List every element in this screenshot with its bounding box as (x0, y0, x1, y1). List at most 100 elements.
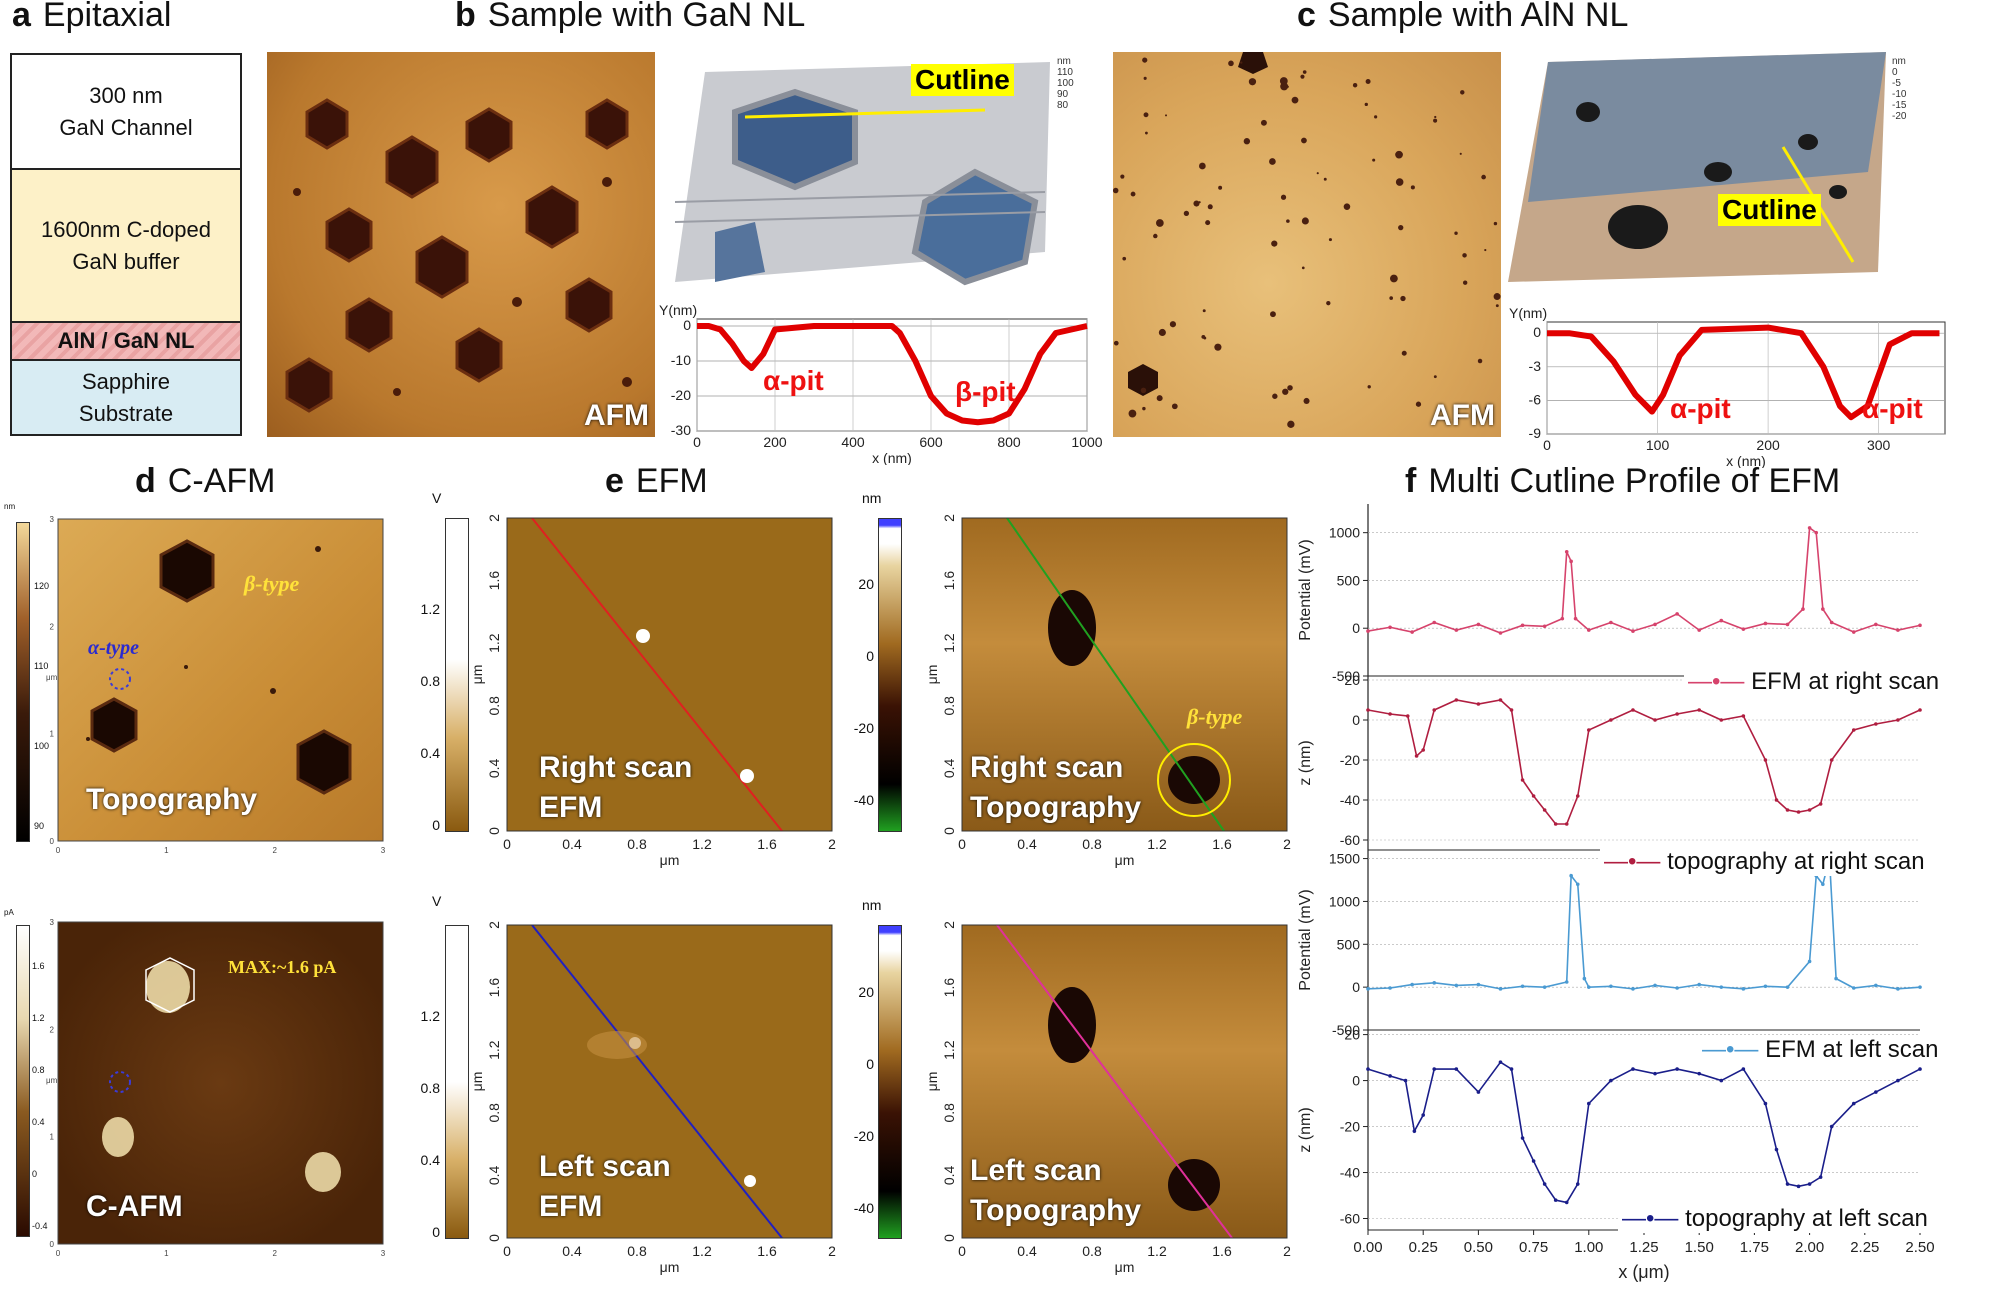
series-point (1829, 758, 1834, 762)
y-tick-label: 0 (1352, 1073, 1360, 1089)
pit-dot (1300, 74, 1305, 79)
axis-frame (506, 924, 833, 1239)
colorbar-d-bot-unit: pA (4, 908, 14, 917)
x-tick-label: 0.50 (1464, 1239, 1493, 1256)
x-tick-label: 0.00 (1353, 1239, 1382, 1256)
y-tick-label: 0 (1533, 324, 1541, 340)
series-point (1631, 987, 1635, 991)
pit-dot (1142, 57, 1148, 63)
series-point (1763, 984, 1768, 989)
series-point (1587, 728, 1591, 732)
y-tick-label: 2 (486, 921, 502, 929)
y-tick-label: 0 (486, 827, 502, 835)
legend-f2: —•— topography at right scan (1600, 848, 1929, 876)
series-point (1896, 718, 1900, 722)
pit-dot (1198, 201, 1201, 204)
pit-dot (1205, 220, 1211, 226)
colorbar-d-bot-ticks: 1.6 1.2 0.8 0.4 0 -0.4 (32, 961, 48, 1231)
series-point (1414, 754, 1419, 758)
x-tick-label: 2.00 (1795, 1239, 1824, 1256)
pit-dot (1343, 203, 1351, 210)
right-scan-efm-label: Right scan EFM (539, 751, 693, 824)
topo-right-image: β-type Right scan Topography (962, 518, 1287, 831)
afm-3d-aln: Cutline (1508, 52, 1886, 292)
series-point (1609, 620, 1613, 625)
y-tick-label: -9 (1529, 425, 1542, 441)
pit-dot (1143, 76, 1147, 80)
afm-3d-aln-surface (1508, 52, 1886, 282)
layer-stack: 300 nm GaN Channel 1600nm C-doped GaN bu… (10, 53, 242, 436)
pit-dot (1248, 78, 1257, 86)
series-point (1542, 1182, 1547, 1186)
y-tick-label: 0.4 (486, 1165, 502, 1185)
x-tick-label: 200 (1756, 437, 1780, 453)
y-tick-label: -10 (671, 352, 691, 368)
series-point (1531, 1159, 1536, 1163)
pit-dot (1128, 409, 1137, 418)
y-axis-unit: μm (925, 665, 940, 685)
layer-nl: AlN / GaN NL (12, 323, 240, 361)
legend-f4: —•— topography at left scan (1618, 1205, 1932, 1233)
series-point (1719, 618, 1724, 623)
pit-dot (1395, 150, 1403, 159)
series-point (1807, 959, 1812, 964)
series-point (1763, 1101, 1768, 1106)
colorbar-e-v1 (445, 518, 469, 832)
series-line (1367, 858, 1921, 990)
x-tick-label: 2 (828, 836, 836, 852)
series-point (1796, 1184, 1801, 1189)
series-point (1818, 802, 1823, 806)
series-point (1796, 810, 1801, 814)
x-tick-label: 0.75 (1519, 1239, 1548, 1256)
series-point (1675, 612, 1679, 616)
y-axis-label: z (nm) (1297, 1107, 1314, 1152)
series-point (1741, 987, 1746, 991)
pit-dot (1493, 221, 1498, 226)
series-point (1818, 1175, 1823, 1179)
pit-dot (1433, 375, 1437, 379)
series-point (1405, 714, 1410, 718)
pit-dot (1484, 248, 1487, 252)
y-axis-label: Potential (mV) (1297, 539, 1314, 640)
pit-dot (1287, 420, 1295, 428)
cafm-top-axes: 00112233μmμm (46, 515, 386, 855)
alpha-pit-label-b: α-pit (763, 365, 824, 396)
topography-label-d: Topography (86, 783, 258, 816)
x-tick-label: 1 (164, 1249, 169, 1258)
y-tick-label: -3 (1529, 358, 1542, 374)
pit-dot (1462, 280, 1468, 285)
series-point (1675, 986, 1679, 990)
series-point (1421, 1113, 1425, 1117)
y-tick-label: 500 (1337, 572, 1361, 588)
panel-c-title: c Sample with AlN NL (1297, 0, 1629, 34)
series-point (1560, 616, 1565, 621)
series-point (1412, 1129, 1417, 1133)
pit-dot (1367, 385, 1371, 389)
pit-dot (1328, 238, 1332, 242)
series-line (1367, 526, 1921, 634)
x-axis-unit: μm (1115, 852, 1135, 868)
y-tick-label: 0 (486, 1234, 502, 1242)
y-tick-label: 20 (1344, 1027, 1360, 1043)
y-axis-label: Y(nm) (1509, 308, 1547, 321)
series-point (1741, 714, 1746, 718)
pit-dot (1287, 385, 1293, 391)
pit-dot (1142, 406, 1146, 411)
pit-dot (1153, 233, 1158, 239)
series-point (1421, 748, 1425, 752)
x-tick-label: 0 (958, 836, 966, 852)
pit-dot (1171, 403, 1178, 410)
x-tick-label: 400 (841, 434, 865, 450)
layer-sapphire: Sapphire Substrate (12, 361, 240, 434)
pit-dot (1291, 96, 1299, 104)
max-current-label: MAX:~1.6 pA (228, 957, 337, 977)
series-point (1675, 1067, 1679, 1071)
series-point (1509, 708, 1514, 712)
series-point (1821, 607, 1825, 611)
series-point (1851, 728, 1856, 732)
topography-pits (86, 539, 352, 795)
x-tick-label: 300 (1867, 437, 1891, 453)
x-tick-label: 0 (693, 434, 701, 450)
series-point (1675, 712, 1679, 716)
